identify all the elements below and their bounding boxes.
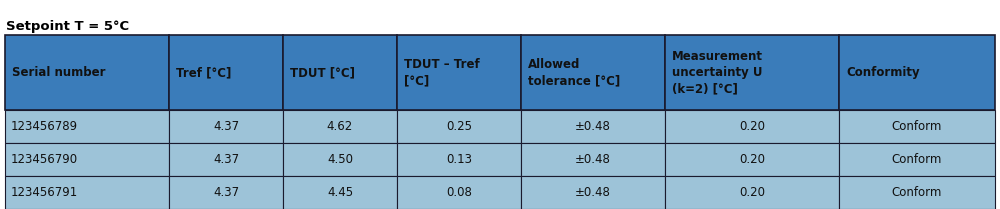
Text: 4.50: 4.50	[327, 153, 353, 166]
Bar	[169, 35, 283, 110]
Text: 0.08: 0.08	[446, 186, 472, 199]
Text: Setpoint T = 5°C: Setpoint T = 5°C	[6, 20, 129, 33]
Bar	[665, 176, 839, 209]
Bar	[5, 176, 169, 209]
Bar	[397, 35, 521, 110]
Bar	[521, 35, 665, 110]
Text: Conform: Conform	[892, 120, 942, 133]
Text: 4.45: 4.45	[327, 186, 353, 199]
Bar	[665, 110, 839, 143]
Bar	[283, 143, 397, 176]
Text: Measurement
uncertainty U
(k=2) [°C]: Measurement uncertainty U (k=2) [°C]	[672, 50, 763, 95]
Text: 0.13: 0.13	[446, 153, 472, 166]
Text: 123456791: 123456791	[11, 186, 78, 199]
Text: 4.62: 4.62	[327, 120, 353, 133]
Text: Tref [°C]: Tref [°C]	[176, 66, 231, 79]
Text: 0.20: 0.20	[739, 153, 765, 166]
Bar	[5, 110, 169, 143]
Bar	[283, 35, 397, 110]
Text: ±0.48: ±0.48	[575, 120, 611, 133]
Bar	[5, 35, 169, 110]
Bar	[665, 143, 839, 176]
Text: 0.25: 0.25	[446, 120, 472, 133]
Text: Conform: Conform	[892, 186, 942, 199]
Bar	[397, 110, 521, 143]
Text: 4.37: 4.37	[213, 186, 239, 199]
Bar	[521, 110, 665, 143]
Bar	[665, 35, 839, 110]
Bar	[839, 35, 995, 110]
Text: Conform: Conform	[892, 153, 942, 166]
Bar	[839, 176, 995, 209]
Text: 4.37: 4.37	[213, 120, 239, 133]
Text: ±0.48: ±0.48	[575, 186, 611, 199]
Bar	[169, 176, 283, 209]
Bar	[5, 143, 169, 176]
Text: ±0.48: ±0.48	[575, 153, 611, 166]
Bar	[839, 110, 995, 143]
Text: Serial number: Serial number	[12, 66, 106, 79]
Text: 4.37: 4.37	[213, 153, 239, 166]
Bar	[397, 176, 521, 209]
Text: Conformity: Conformity	[846, 66, 920, 79]
Text: 0.20: 0.20	[739, 186, 765, 199]
Bar	[521, 176, 665, 209]
Text: 0.20: 0.20	[739, 120, 765, 133]
Text: 123456789: 123456789	[11, 120, 78, 133]
Text: 123456790: 123456790	[11, 153, 78, 166]
Text: Allowed
tolerance [°C]: Allowed tolerance [°C]	[528, 58, 620, 87]
Bar	[283, 110, 397, 143]
Bar	[521, 143, 665, 176]
Bar	[169, 143, 283, 176]
Bar	[283, 176, 397, 209]
Bar	[839, 143, 995, 176]
Bar	[169, 110, 283, 143]
Bar	[397, 143, 521, 176]
Text: TDUT – Tref
[°C]: TDUT – Tref [°C]	[404, 58, 480, 87]
Text: TDUT [°C]: TDUT [°C]	[290, 66, 355, 79]
